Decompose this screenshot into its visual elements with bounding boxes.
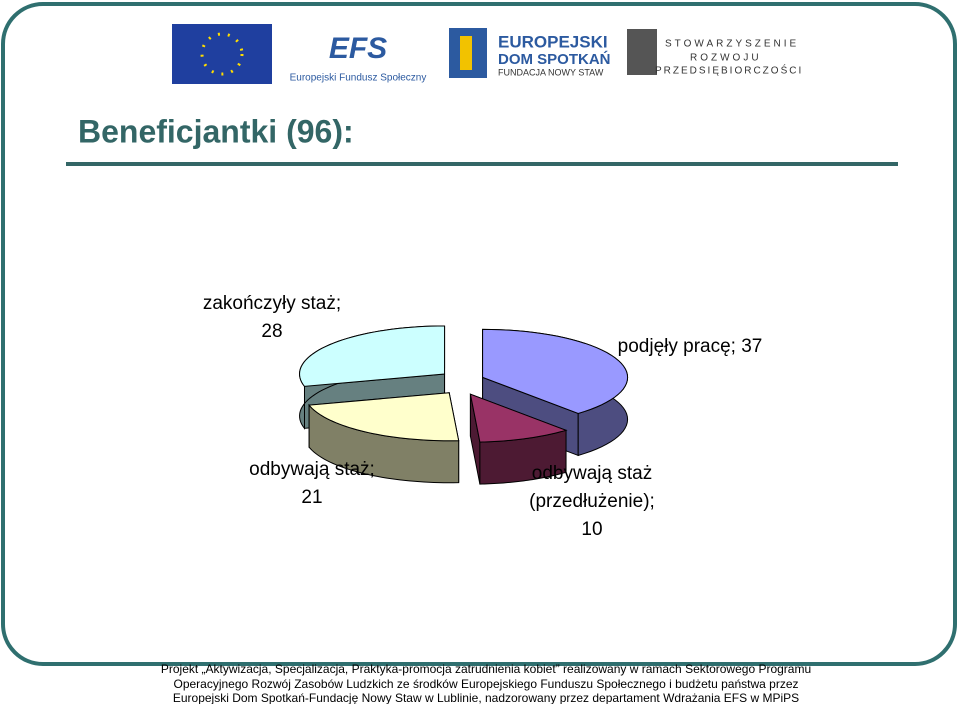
pie-slice	[299, 325, 446, 387]
logo-text: STOWARZYSZENIE	[665, 39, 799, 50]
footer: Projekt „Aktywizacja, Specjalizacja, Pra…	[161, 662, 811, 705]
footer-line: Operacyjnego Rozwój Zasobów Ludzkich ze …	[173, 677, 798, 691]
eu-stars	[200, 32, 244, 76]
pie-slice	[469, 393, 568, 443]
data-label: odbywają staż; 21	[249, 459, 375, 508]
logo-text: EFS	[329, 32, 387, 65]
data-label: odbywają staż (przedłużenie); 10	[529, 463, 655, 540]
footer-line: Europejski Dom Spotkań-Fundację Nowy Sta…	[173, 691, 799, 704]
pie-slice	[482, 328, 629, 414]
slide-frame	[1, 2, 957, 666]
pie-slice	[308, 392, 460, 442]
pie-chart	[299, 325, 629, 485]
data-label: podjęły pracę; 37	[618, 336, 763, 357]
slide-title: Beneficjantki (96):	[78, 113, 354, 149]
logo-text: PRZEDSIĘBIORCZOŚCI	[655, 64, 803, 77]
logo-mark	[627, 29, 657, 75]
title-rule	[66, 162, 898, 166]
logo-text: FUNDACJA NOWY STAW	[498, 67, 604, 77]
data-label: zakończyły staż; 28	[203, 293, 341, 342]
footer-line: Projekt „Aktywizacja, Specjalizacja, Pra…	[161, 662, 811, 676]
logo-text: EUROPEJSKI	[498, 32, 608, 51]
logo-text: ROZWOJU	[690, 53, 762, 64]
logo-mark	[460, 36, 472, 70]
logo-text: DOM SPOTKAŃ	[498, 51, 611, 68]
logo-text: Europejski Fundusz Społeczny	[290, 73, 427, 84]
